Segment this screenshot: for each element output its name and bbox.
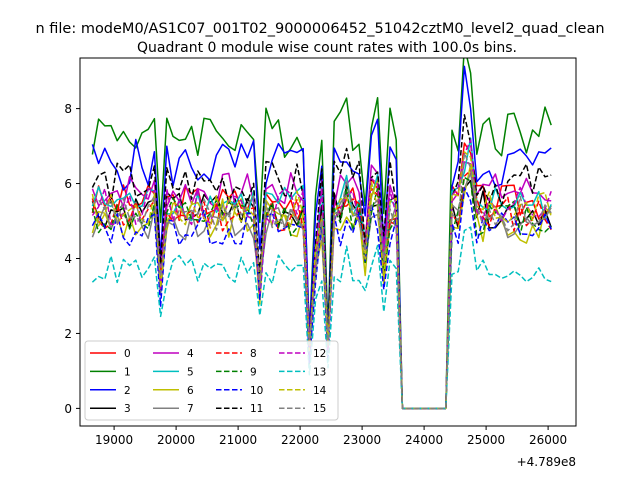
legend-label-7: 7 — [187, 403, 194, 415]
x-tick-label: 26000 — [529, 433, 567, 447]
legend-frame — [84, 340, 339, 421]
legend-label-13: 13 — [313, 366, 326, 378]
legend-label-3: 3 — [124, 403, 131, 415]
y-tick-label: 0 — [64, 402, 72, 416]
x-tick-label: 20000 — [157, 433, 195, 447]
legend-label-14: 14 — [313, 385, 327, 397]
legend-label-5: 5 — [187, 366, 194, 378]
legend-label-10: 10 — [250, 385, 263, 397]
legend-label-6: 6 — [187, 385, 194, 397]
x-axis: 19000 20000 21000 22000 23000 24000 25000 26000 — [95, 426, 567, 447]
axes-frame — [79, 57, 577, 427]
y-tick-label: 6 — [64, 177, 72, 191]
legend-label-4: 4 — [187, 348, 194, 360]
series-line-15 — [91, 152, 552, 410]
series-layer — [91, 58, 552, 410]
series-line-2 — [91, 65, 552, 410]
series-line-1 — [91, 58, 552, 410]
x-tick-label: 25000 — [467, 433, 505, 447]
legend-label-2: 2 — [124, 385, 131, 397]
y-axis: 0 2 4 6 8 — [64, 102, 80, 416]
x-tick-label: 23000 — [343, 433, 381, 447]
legend-label-15: 15 — [313, 403, 326, 415]
x-tick-label: 19000 — [95, 433, 133, 447]
x-tick-label: 21000 — [219, 433, 257, 447]
chart-title: Quadrant 0 module wise count rates with … — [137, 40, 517, 56]
x-tick-label: 24000 — [405, 433, 443, 447]
legend-label-11: 11 — [250, 403, 263, 415]
legend-label-8: 8 — [250, 348, 257, 360]
series-line-9 — [91, 176, 552, 410]
legend-label-1: 1 — [124, 366, 131, 378]
y-tick-label: 2 — [64, 327, 72, 341]
figure-suptitle: n file: modeM0/AS1C07_001T02_9000006452_… — [35, 21, 604, 37]
y-tick-label: 8 — [64, 102, 72, 116]
legend-label-9: 9 — [250, 366, 257, 378]
x-tick-label: 22000 — [281, 433, 319, 447]
legend-label-0: 0 — [124, 348, 131, 360]
x-axis-offset-label: +4.789e8 — [517, 455, 576, 469]
y-tick-label: 4 — [64, 252, 72, 266]
legend-label-12: 12 — [313, 348, 326, 360]
series-line-11 — [91, 114, 552, 410]
series-line-13 — [91, 226, 552, 410]
